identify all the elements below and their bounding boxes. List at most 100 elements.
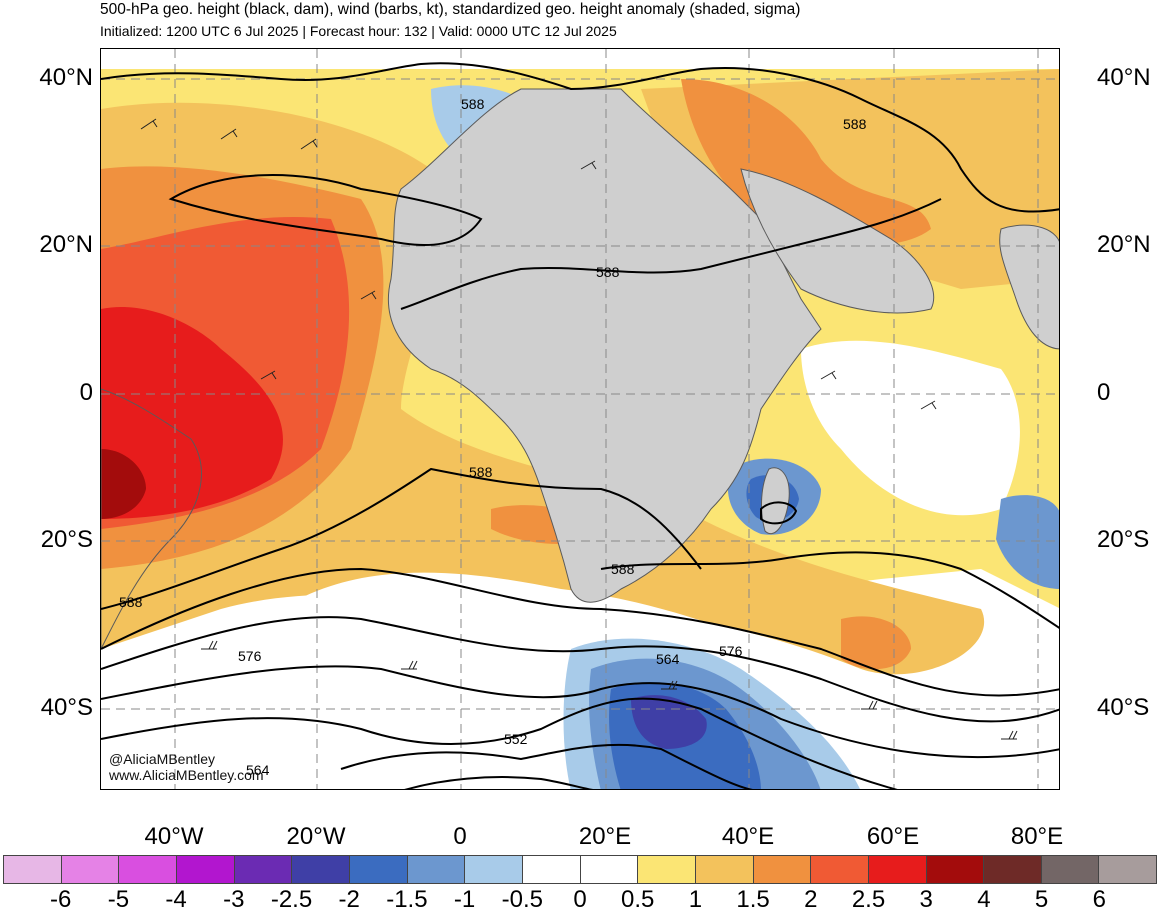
contour-label: 576 [719,643,743,659]
contour-small-madagascar [760,501,798,525]
wind-barb [1001,730,1018,740]
colorbar-tick-label: -0.5 [501,886,543,913]
contour-588-indian [600,551,1059,629]
colorbar-tick-label: -6 [50,886,72,913]
wind-barbs [140,118,1018,740]
colorbar-swatch [4,856,62,883]
wind-barb [220,128,238,140]
lon-label-0: 0 [453,823,467,850]
contour-564 [101,697,898,789]
contour-label: 576 [238,648,262,664]
colorbar-swatch [349,856,408,883]
colorbar-tick-label: -2 [338,886,360,913]
wind-barb [201,640,218,650]
credit-handle: @AliciaMBentley [109,751,216,767]
colorbar-swatch [465,856,523,883]
colorbar-tick-label: -1.5 [386,886,428,913]
wind-barb [820,370,837,380]
contour-label: 588 [461,96,485,112]
contour-588-south [101,467,702,610]
colorbar-tick-label: 5 [1034,886,1049,913]
contour-558 [340,743,754,789]
lat-label-0-right: 0 [1097,379,1111,406]
map-title: 500-hPa geo. height (black, dam), wind (… [100,1,801,18]
wind-barb [401,660,418,670]
wind-barb [920,400,937,410]
lon-label-60e: 60°E [866,823,920,850]
anomaly-colorbar [3,855,1157,884]
contour-label: 588 [843,116,867,132]
lat-label-0-left: 0 [79,379,93,406]
colorbar-tick-label: 0 [573,886,587,913]
contour-588-north [101,62,1059,213]
contour-588-sahara [400,198,942,310]
colorbar-tick-label: 0.5 [621,886,655,913]
colorbar-swatch [695,856,754,883]
lon-label-20e: 20°E [578,823,632,850]
wind-barb [260,370,277,380]
lat-label-20n-left: 20°N [39,231,93,258]
contour-label: 588 [469,464,493,480]
colorbar-tick-label: 3 [919,886,933,913]
contour-570 [101,665,1059,759]
colorbar-swatch [119,856,177,883]
madagascar-land [761,467,790,535]
lat-label-20n-right: 20°N [1097,231,1151,258]
colorbar-swatch [868,856,927,883]
contour-label: 588 [596,264,620,280]
colorbar-swatch [984,856,1042,883]
contour-label: 564 [246,762,270,778]
africa-land [387,88,822,603]
india-land [999,224,1059,350]
colorbar-swatch [580,856,639,883]
colorbar-tick-label: 1 [688,886,703,913]
lon-label-20w: 20°W [286,823,346,850]
lat-label-40n-left: 40°N [39,64,93,91]
wind-barb [140,118,158,130]
lat-label-40s-left: 40°S [40,694,93,721]
colorbar-swatch [1041,856,1100,883]
contour-label: 552 [504,731,528,747]
colorbar-swatch [407,856,466,883]
colorbar-tick-label: 6 [1092,886,1106,913]
lat-label-40s-right: 40°S [1097,694,1150,721]
colorbar-tick-label: -2.5 [270,886,313,913]
colorbar-tick-label: 4 [977,886,991,913]
contour-576 [101,616,1059,723]
anomaly-dark-red-brazil [101,449,146,519]
colorbar-swatch [811,856,869,883]
colorbar-swatch [234,856,293,883]
contour-label: 564 [656,651,680,667]
colorbar-swatch [292,856,350,883]
contour-label: 588 [119,594,143,610]
map-canvas: 588 588 588 588 588 588 576 576 564 564 … [101,49,1059,789]
map-subtitle: Initialized: 1200 UTC 6 Jul 2025 | Forec… [100,23,617,39]
colorbar-tick-label: 1.5 [736,886,770,913]
colorbar-swatch [1099,856,1157,883]
lat-label-20s-right: 20°S [1097,526,1150,553]
colorbar-swatch [176,856,235,883]
lon-label-40w: 40°W [144,823,204,850]
height-contours [101,62,1059,789]
colorbar-tick-label: 2 [804,886,818,913]
colorbar-tick-label: -1 [453,886,476,913]
contour-552 [404,776,593,789]
anomaly-red-atlantic [101,307,283,519]
colorbar-tick-label: -3 [223,886,245,913]
colorbar-swatch [753,856,812,883]
lat-label-20s-left: 20°S [40,526,93,553]
contour-580 [101,567,1059,697]
land-masses [101,88,1059,650]
colorbar-swatch [638,856,696,883]
contour-label: 588 [611,561,635,577]
credit-url: www.AliciaMBentley.com [109,767,264,783]
colorbar-swatch [61,856,120,883]
colorbar-swatch [522,856,581,883]
wind-barb [861,700,878,710]
contour-588-atlantic [168,174,483,246]
colorbar-tick-label: -4 [165,886,187,913]
colorbar-tick-label: 2.5 [851,886,886,913]
lon-label-40e: 40°E [721,823,775,850]
colorbar-swatch [926,856,985,883]
anomaly-neutral-east-africa [801,340,1020,516]
